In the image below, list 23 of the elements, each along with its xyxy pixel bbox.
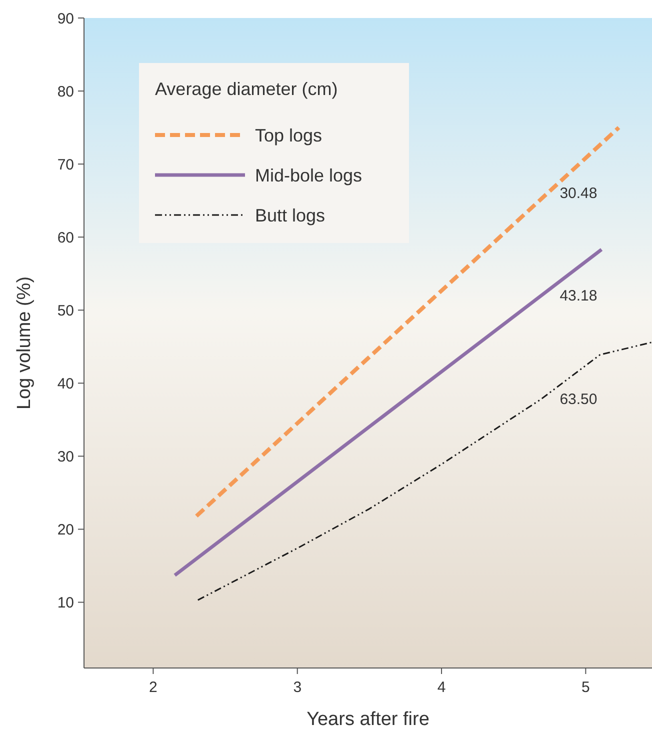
y-axis-title: Log volume (%) xyxy=(14,276,35,410)
y-tick-label: 20 xyxy=(57,521,74,538)
x-tick-label: 5 xyxy=(582,679,590,696)
legend-label: Mid-bole logs xyxy=(255,165,362,186)
x-tick-label: 2 xyxy=(149,679,158,696)
line-series xyxy=(197,342,652,601)
legend-title: Average diameter (cm) xyxy=(155,79,338,99)
y-tick-label: 50 xyxy=(57,302,74,320)
annotation: 63.50 xyxy=(560,391,598,408)
annotation: 30.48 xyxy=(560,184,598,202)
legend-label: Butt logs xyxy=(255,205,326,226)
y-tick-label: 70 xyxy=(57,156,74,174)
x-axis-title: Years after fire xyxy=(306,709,430,730)
x-tick-label: 4 xyxy=(437,679,446,696)
y-tick-label: 90 xyxy=(57,10,74,28)
y-tick-label: 80 xyxy=(57,83,74,100)
y-tick-label: 10 xyxy=(57,594,74,612)
annotation: 43.18 xyxy=(560,287,598,304)
y-tick-label: 60 xyxy=(57,229,74,246)
legend-label: Top logs xyxy=(255,125,322,146)
y-tick-label: 30 xyxy=(57,448,74,466)
y-tick-label: 40 xyxy=(57,375,74,392)
x-tick-label: 3 xyxy=(293,679,302,696)
